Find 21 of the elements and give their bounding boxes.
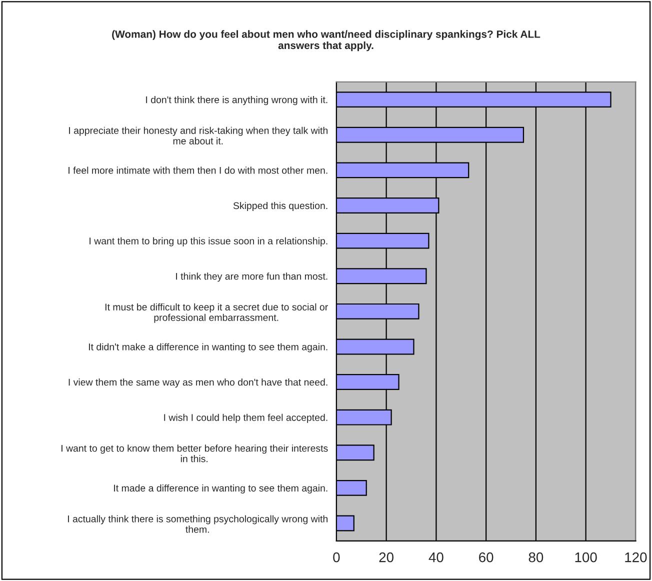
x-tick-label: 80	[528, 552, 544, 562]
y-tick-label: It must be difficult to keep it a secret due to social or professional embarrassment.	[105, 303, 328, 323]
y-tick-label: I feel more intimate with them then I do with most other men.	[68, 166, 328, 174]
x-tick-label: 40	[428, 552, 444, 562]
y-tick-label: I think they are more fun than most.	[176, 272, 328, 282]
y-tick-label: I appreciate their honesty and risk-taking when they talk with me about it.	[69, 126, 328, 144]
y-tick-label: I want them to bring up this issue soon in a relationship.	[90, 237, 328, 246]
y-tick-label: I wish I could help them feel accepted.	[164, 414, 328, 423]
x-tick-label: 60	[479, 552, 494, 562]
x-tick-label: 20	[379, 552, 394, 562]
x-tick-label: 100	[575, 552, 597, 562]
y-tick-label: I don't think there is anything wrong with it.	[146, 96, 328, 106]
chart-title: (Woman) How do you feel about men who want/need disciplinary spankings? Pick ALL answers that apply.	[112, 30, 540, 52]
y-tick-label: I want to get to know them better before hearing their interests in this.	[62, 444, 328, 462]
y-tick-label: Skipped this question.	[233, 202, 328, 212]
y-tick-label: It didn't make a difference in wanting to see them again.	[88, 343, 328, 352]
x-tick-label: 0	[333, 552, 340, 562]
y-tick-label: It made a difference in wanting to see them again.	[114, 484, 328, 494]
y-tick-label: I view them the same way as men who don't have that need.	[68, 378, 328, 388]
y-tick-label: I actually think there is something psychologically wrong with them.	[68, 515, 328, 533]
x-tick-label: 120	[625, 552, 647, 562]
